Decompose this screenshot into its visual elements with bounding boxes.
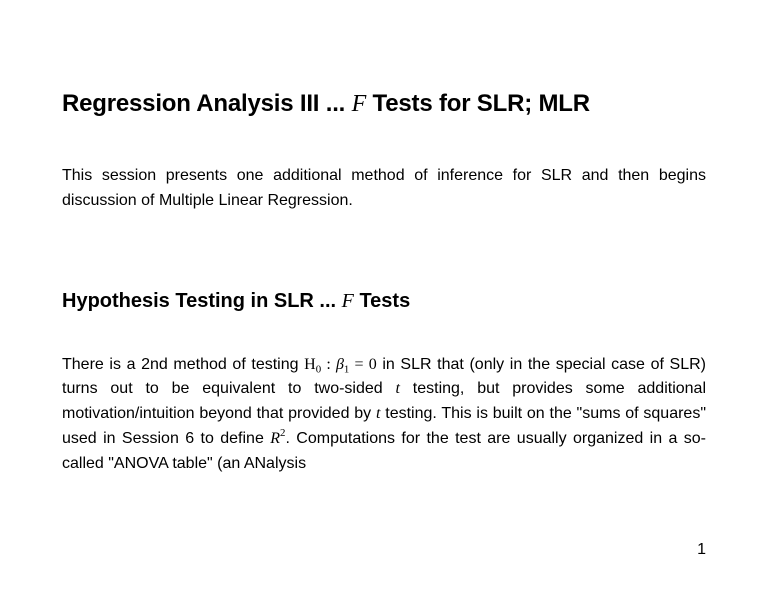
title-text-1: Regression Analysis III ... bbox=[62, 90, 352, 117]
body-seg-1: There is a 2nd method of testing bbox=[62, 356, 304, 373]
intro-paragraph: This session presents one additional met… bbox=[62, 164, 706, 214]
math-r: R bbox=[270, 430, 280, 447]
page-title: Regression Analysis III ... F Tests for … bbox=[62, 90, 706, 118]
math-eq-0: = 0 bbox=[349, 356, 376, 373]
math-beta: β bbox=[336, 356, 344, 373]
math-colon: : bbox=[321, 356, 336, 373]
body-paragraph: There is a 2nd method of testing H0 : β1… bbox=[62, 353, 706, 477]
document-page: Regression Analysis III ... F Tests for … bbox=[0, 0, 768, 593]
section-text-1: Hypothesis Testing in SLR ... bbox=[62, 290, 342, 312]
title-math-f: F bbox=[352, 91, 366, 117]
section-text-2: Tests bbox=[354, 290, 410, 312]
math-h: H bbox=[304, 356, 316, 373]
section-heading: Hypothesis Testing in SLR ... F Tests bbox=[62, 290, 706, 313]
section-math-f: F bbox=[342, 290, 354, 312]
title-text-2: Tests for SLR; MLR bbox=[366, 90, 590, 117]
page-number: 1 bbox=[697, 541, 706, 559]
